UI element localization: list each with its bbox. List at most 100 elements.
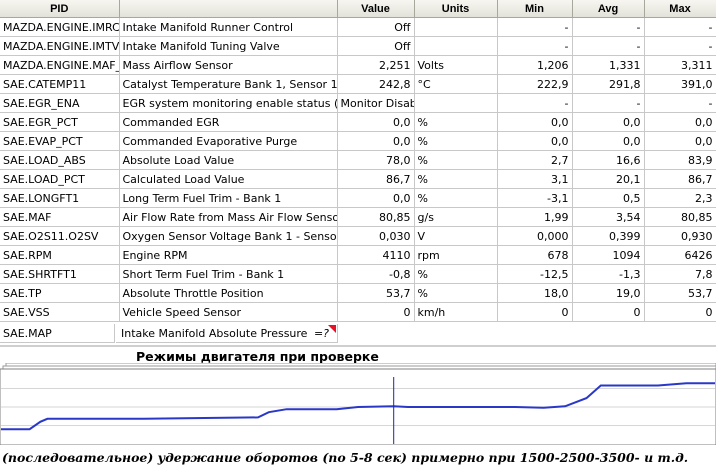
value-cell: 0,0 [337,188,415,208]
table-row[interactable]: SAE.O2S11.O2SV Oxygen Sensor Voltage Bank… [0,226,716,246]
min-cell: -3,1 [497,188,573,208]
min-cell: 1,206 [497,55,573,75]
units-cell: Volts [414,55,498,75]
column-header-units[interactable]: Units [414,0,498,18]
value-cell: 242,8 [337,74,415,94]
pid-cell: SAE.LOAD_PCT [0,169,120,189]
table-row[interactable]: MAZDA.ENGINE.MAF_V Mass Airflow Sensor 2,2… [0,55,716,75]
engine-modes-chart[interactable] [0,363,716,445]
value-cell: 53,7 [337,283,415,303]
units-cell: km/h [414,302,498,322]
pid-cell: SAE.O2S11.O2SV [0,226,120,246]
min-cell: 222,9 [497,74,573,94]
table-row[interactable]: MAZDA.ENGINE.IMTV Intake Manifold Tuning … [0,36,716,56]
table-row[interactable]: SAE.MAF Air Flow Rate from Mass Air Flow … [0,207,716,227]
min-cell: 0 [497,302,573,322]
column-header-value[interactable]: Value [337,0,415,18]
min-cell: - [497,17,573,37]
table-row[interactable]: SAE.TP Absolute Throttle Position 53,7% 18,… [0,283,716,303]
max-cell: 0,0 [644,112,716,132]
units-cell [414,36,498,56]
min-cell: 1,99 [497,207,573,227]
pid-cell: SAE.MAF [0,207,120,227]
avg-cell: 3,54 [572,207,645,227]
column-header-pid[interactable]: PID [0,0,120,18]
column-header-description[interactable] [119,0,338,18]
avg-cell: 20,1 [572,169,645,189]
description-cell: Intake Manifold Absolute Pressure =? [116,324,338,343]
min-cell: 18,0 [497,283,573,303]
description-cell: Intake Manifold Tuning Valve [119,36,338,56]
description-cell: Commanded EGR [119,112,338,132]
max-cell: 391,0 [644,74,716,94]
value-cell: Monitor Disabled [337,93,415,113]
table-row[interactable]: SAE.LOAD_ABS Absolute Load Value 78,0% 2,7 1… [0,150,716,170]
table-row[interactable]: SAE.EGR_PCT Commanded EGR 0,0% 0,0 0,0 0,0 [0,112,716,132]
table-row[interactable]: SAE.SHRTFT1 Short Term Fuel Trim - Bank 1… [0,264,716,284]
pid-cell: MAZDA.ENGINE.MAF_V [0,55,120,75]
max-cell: - [644,36,716,56]
table-row[interactable]: MAZDA.ENGINE.IMRC Intake Manifold Runner … [0,17,716,37]
description-cell: Air Flow Rate from Mass Air Flow Sensor [119,207,338,227]
table-row[interactable]: SAE.CATEMP11 Catalyst Temperature Bank 1,… [0,74,716,94]
min-cell: - [497,93,573,113]
table-row[interactable]: SAE.EGR_ENA EGR system monitoring enable … [0,93,716,113]
chart-series-layer [1,382,715,431]
column-header-max[interactable]: Max [644,0,716,18]
value-cell: 0,030 [337,226,415,246]
description-cell: Long Term Fuel Trim - Bank 1 [119,188,338,208]
avg-cell: - [572,36,645,56]
max-cell: 0,930 [644,226,716,246]
pid-cell: SAE.LOAD_ABS [0,150,120,170]
table-row[interactable]: SAE.VSS Vehicle Speed Sensor 0 km/h 0 0 0 [0,302,716,322]
avg-cell: 291,8 [572,74,645,94]
value-cell: 86,7 [337,169,415,189]
caption-text: (последовательное) удержание оборотов (п… [2,450,689,465]
max-cell: 86,7 [644,169,716,189]
max-cell: 2,3 [644,188,716,208]
units-cell: % [414,264,498,284]
min-cell: -12,5 [497,264,573,284]
units-cell: V [414,226,498,246]
description-cell: EGR system monitoring enable status (for… [119,93,338,113]
description-cell: Vehicle Speed Sensor [119,302,338,322]
table-row[interactable]: SAE.RPM Engine RPM 4110 rpm 678 1094 6426 [0,245,716,265]
avg-cell: - [572,93,645,113]
table-row[interactable]: SAE.EVAP_PCT Commanded Evaporative Purge 0… [0,131,716,151]
column-header-avg[interactable]: Avg [572,0,645,18]
value-cell: Off [337,36,415,56]
max-cell: 7,8 [644,264,716,284]
avg-cell: 0 [572,302,645,322]
pid-cell: SAE.MAP [0,324,115,343]
avg-cell: 0,5 [572,188,645,208]
chart-series-line [1,382,715,431]
avg-cell: 19,0 [572,283,645,303]
description-cell: Absolute Load Value [119,150,338,170]
pid-cell: SAE.RPM [0,245,120,265]
max-cell: 53,7 [644,283,716,303]
avg-cell: 1,331 [572,55,645,75]
value-cell: 0,0 [337,112,415,132]
max-cell: 80,85 [644,207,716,227]
avg-cell: 1094 [572,245,645,265]
column-header-min[interactable]: Min [497,0,573,18]
max-cell: 83,9 [644,150,716,170]
max-cell: 0 [644,302,716,322]
table-row[interactable]: SAE.LOAD_PCT Calculated Load Value 86,7% 3,… [0,169,716,189]
avg-cell: 16,6 [572,150,645,170]
min-cell: - [497,36,573,56]
max-cell: 0,0 [644,131,716,151]
units-cell: % [414,131,498,151]
value-cell: 80,85 [337,207,415,227]
max-cell: 3,311 [644,55,716,75]
pid-cell: MAZDA.ENGINE.IMTV [0,36,120,56]
value-cell: 0,0 [337,131,415,151]
description-cell: Oxygen Sensor Voltage Bank 1 - Sensor 1 [119,226,338,246]
units-cell: % [414,283,498,303]
description-cell: Engine RPM [119,245,338,265]
avg-cell: 0,0 [572,112,645,132]
avg-cell: -1,3 [572,264,645,284]
table-row-sae-map[interactable]: SAE.MAP Intake Manifold Absolute Pressur… [0,324,340,344]
max-cell: 6426 [644,245,716,265]
